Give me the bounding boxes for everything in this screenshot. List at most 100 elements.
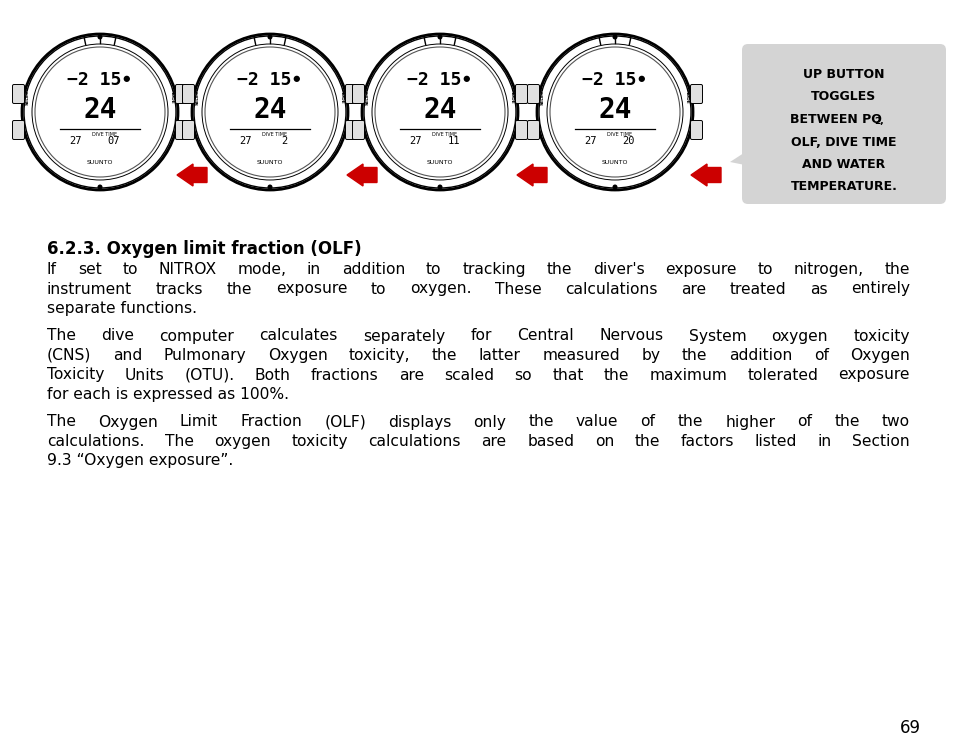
Text: instrument: instrument [47, 281, 132, 296]
Text: TEMPERATURE.: TEMPERATURE. [790, 181, 897, 194]
Text: 2,: 2, [873, 117, 882, 126]
Circle shape [537, 34, 692, 190]
Text: SUUNTO: SUUNTO [87, 160, 113, 165]
FancyArrow shape [347, 164, 376, 186]
Text: displays: displays [388, 414, 451, 429]
Text: separate functions.: separate functions. [47, 301, 196, 316]
Text: tracks: tracks [155, 281, 203, 296]
Text: separately: separately [363, 329, 445, 343]
Text: addition: addition [341, 262, 405, 277]
Text: Section: Section [851, 434, 909, 449]
Text: are: are [398, 367, 423, 383]
FancyArrow shape [177, 164, 207, 186]
Text: mode,: mode, [237, 262, 286, 277]
Circle shape [612, 184, 617, 190]
Text: that: that [552, 367, 583, 383]
Text: so: so [514, 367, 532, 383]
Text: TOGGLES: TOGGLES [810, 91, 876, 104]
Text: maximum: maximum [649, 367, 726, 383]
Text: 20: 20 [622, 136, 635, 146]
FancyBboxPatch shape [690, 85, 701, 104]
Circle shape [267, 184, 273, 190]
Circle shape [97, 35, 102, 39]
Circle shape [361, 34, 517, 190]
FancyBboxPatch shape [352, 85, 364, 104]
Text: SELECT: SELECT [366, 87, 370, 105]
Text: set: set [77, 262, 101, 277]
Text: (CNS): (CNS) [47, 348, 91, 363]
FancyArrow shape [690, 164, 720, 186]
Text: Limit: Limit [180, 414, 218, 429]
Circle shape [97, 184, 102, 190]
Text: (OLF): (OLF) [324, 414, 366, 429]
Text: of: of [813, 348, 828, 363]
Text: 24: 24 [83, 96, 116, 124]
Text: tracking: tracking [462, 262, 525, 277]
FancyArrow shape [517, 164, 546, 186]
Text: toxicity,: toxicity, [349, 348, 410, 363]
Text: SUUNTO: SUUNTO [601, 160, 628, 165]
FancyBboxPatch shape [175, 85, 188, 104]
Text: the: the [834, 414, 859, 429]
FancyBboxPatch shape [182, 120, 194, 140]
Text: for: for [470, 329, 492, 343]
Text: 24: 24 [598, 96, 631, 124]
Circle shape [437, 184, 442, 190]
Text: the: the [603, 367, 629, 383]
FancyBboxPatch shape [515, 85, 527, 104]
FancyBboxPatch shape [527, 120, 539, 140]
Text: dive: dive [101, 329, 134, 343]
Text: of: of [797, 414, 811, 429]
Text: higher: higher [724, 414, 775, 429]
Text: to: to [371, 281, 386, 296]
Circle shape [205, 47, 335, 177]
Text: The: The [47, 414, 76, 429]
FancyBboxPatch shape [182, 85, 194, 104]
Text: AND WATER: AND WATER [801, 158, 884, 171]
Text: addition: addition [728, 348, 791, 363]
Text: 07: 07 [108, 136, 120, 146]
Circle shape [22, 34, 178, 190]
Circle shape [192, 34, 348, 190]
Text: scaled: scaled [444, 367, 494, 383]
Text: The: The [47, 329, 76, 343]
Text: the: the [432, 348, 457, 363]
Text: 27: 27 [584, 136, 597, 146]
Text: in: in [817, 434, 831, 449]
Text: SUUNTO: SUUNTO [256, 160, 283, 165]
Text: DIVE TIME: DIVE TIME [92, 132, 117, 137]
Text: Fraction: Fraction [240, 414, 302, 429]
Text: BETWEEN PO: BETWEEN PO [789, 113, 881, 126]
Text: the: the [634, 434, 659, 449]
Text: Units: Units [125, 367, 164, 383]
Text: SUUNTO: SUUNTO [426, 160, 453, 165]
Text: oxygen: oxygen [771, 329, 827, 343]
Text: calculations: calculations [564, 281, 657, 296]
FancyBboxPatch shape [527, 85, 539, 104]
Text: 27: 27 [410, 136, 422, 146]
Text: 27: 27 [70, 136, 82, 146]
Text: tolerated: tolerated [746, 367, 818, 383]
Text: SELECT: SELECT [26, 87, 30, 105]
Text: oxygen.: oxygen. [409, 281, 471, 296]
Text: the: the [227, 281, 252, 296]
Circle shape [550, 47, 679, 177]
Text: calculates: calculates [259, 329, 337, 343]
Text: UP BUTTON: UP BUTTON [802, 68, 883, 81]
Text: measured: measured [541, 348, 619, 363]
FancyBboxPatch shape [352, 120, 364, 140]
Text: the: the [883, 262, 909, 277]
Text: two: two [881, 414, 909, 429]
Text: 69: 69 [899, 719, 920, 737]
FancyBboxPatch shape [741, 44, 945, 204]
Text: to: to [757, 262, 772, 277]
FancyBboxPatch shape [12, 85, 25, 104]
Text: MODE: MODE [510, 88, 514, 104]
Text: exposure: exposure [838, 367, 909, 383]
Text: by: by [640, 348, 659, 363]
Text: on: on [594, 434, 614, 449]
Text: factors: factors [679, 434, 733, 449]
Text: DIVE TIME: DIVE TIME [607, 132, 632, 137]
Text: calculations.: calculations. [47, 434, 144, 449]
Polygon shape [729, 149, 749, 166]
